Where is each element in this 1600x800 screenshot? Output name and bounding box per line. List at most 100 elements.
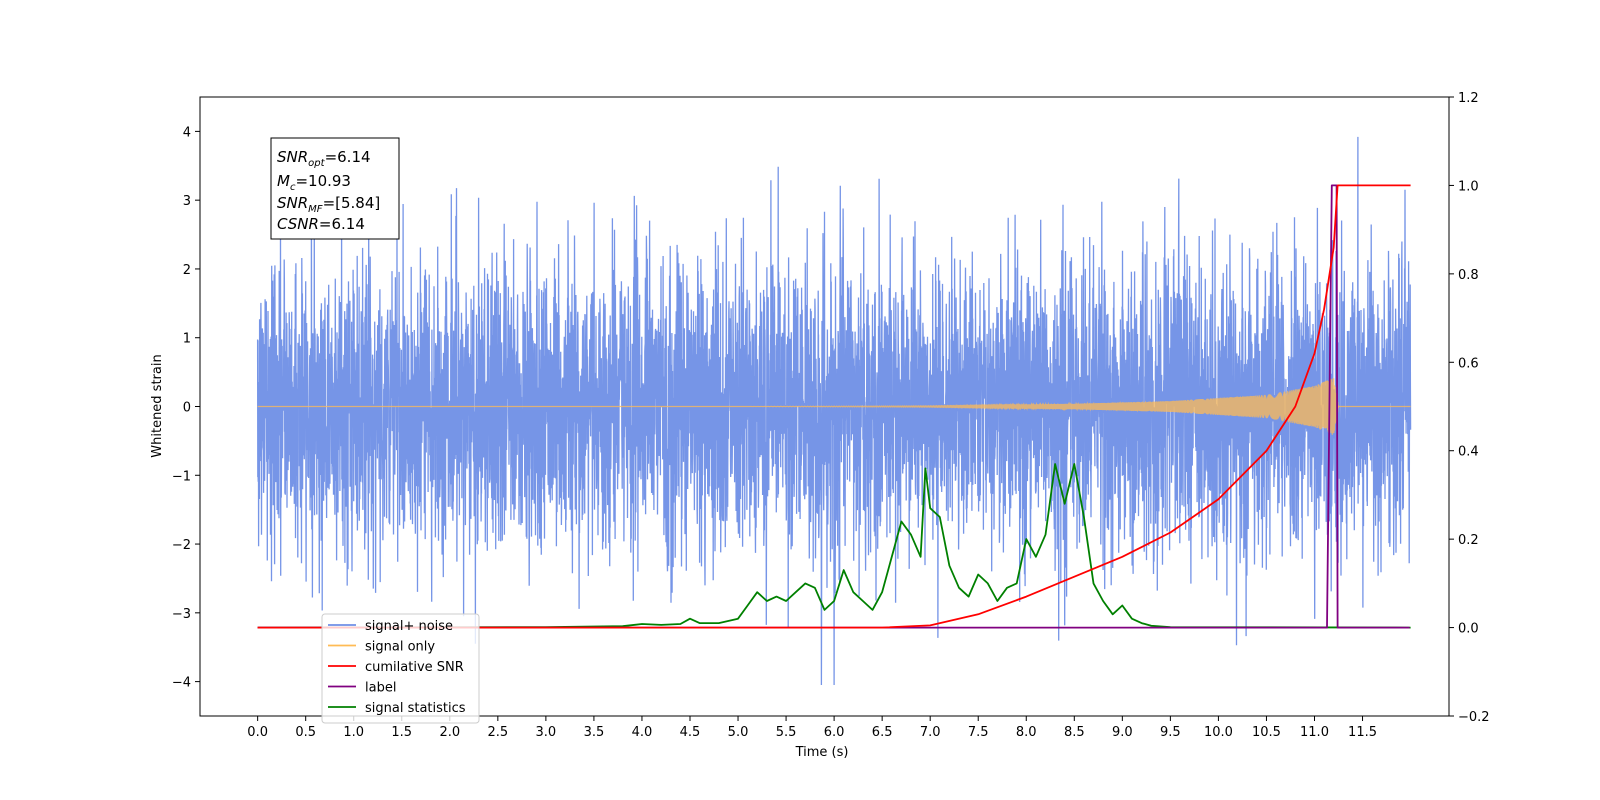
legend-item: signal statistics (328, 701, 466, 716)
x-tick-label: 2.5 (487, 725, 508, 740)
x-tick: 11.0 (1300, 716, 1329, 740)
legend-label: signal+ noise (365, 619, 453, 634)
series-layer (256, 136, 1412, 686)
annotation-box: SNRopt=6.14 Mc=10.93 SNRMF=[5.84] CSNR=6… (270, 137, 400, 240)
x-tick-label: 1.0 (343, 725, 364, 740)
y-tick-right-label: −0.2 (1458, 710, 1490, 725)
x-tick: 0.5 (295, 716, 316, 740)
legend-label: signal statistics (365, 701, 466, 716)
y-tick-right-label: 1.2 (1458, 91, 1479, 106)
x-tick-label: 10.0 (1204, 725, 1233, 740)
x-tick-label: 0.0 (247, 725, 268, 740)
x-tick-label: 4.0 (632, 725, 653, 740)
y-tick-left: 2 (183, 263, 200, 278)
y-tick-left-label: 2 (183, 263, 191, 278)
x-tick: 3.0 (536, 716, 557, 740)
x-tick: 7.0 (920, 716, 941, 740)
x-tick-label: 5.5 (776, 725, 797, 740)
y-tick-right: 0.0 (1449, 622, 1479, 637)
x-tick-label: 3.0 (536, 725, 557, 740)
legend-item: signal only (328, 640, 435, 655)
y-tick-right-label: 0.4 (1458, 445, 1479, 460)
annotation-line-csnr: CSNR=6.14 (277, 215, 365, 233)
x-tick: 5.5 (776, 716, 797, 740)
x-tick-label: 4.5 (680, 725, 701, 740)
legend-label: cumilative SNR (365, 660, 464, 675)
y-tick-left-label: 4 (183, 125, 191, 140)
x-ticks: 0.0 0.5 1.0 1.5 2.0 2.5 3.0 3.5 4.0 4.5 5.0 5.5 6.0 6… (247, 716, 1377, 740)
y-tick-left-label: −1 (172, 469, 191, 484)
x-tick-label: 9.0 (1112, 725, 1133, 740)
y-tick-right: −0.2 (1449, 710, 1490, 725)
x-tick: 8.0 (1016, 716, 1037, 740)
legend-frame (321, 613, 480, 724)
x-tick-label: 6.5 (872, 725, 893, 740)
y-tick-right: 0.2 (1449, 533, 1479, 548)
y-tick-left: 0 (183, 401, 200, 416)
y-tick-right: 1.2 (1449, 91, 1479, 106)
y-tick-right-label: 0.2 (1458, 533, 1479, 548)
y-tick-right: 0.6 (1449, 356, 1479, 371)
y-tick-left-label: 1 (183, 332, 191, 347)
x-tick: 11.5 (1348, 716, 1377, 740)
y-ticks-left: −4 −3 −2 −1 0 1 2 3 4 (172, 125, 200, 691)
x-tick-label: 11.0 (1300, 725, 1329, 740)
x-tick-label: 10.5 (1252, 725, 1281, 740)
x-tick-label: 11.5 (1348, 725, 1377, 740)
x-tick: 0.0 (247, 716, 268, 740)
x-tick: 9.0 (1112, 716, 1133, 740)
x-tick-label: 8.0 (1016, 725, 1037, 740)
y-tick-right: 0.4 (1449, 445, 1479, 460)
x-tick: 9.5 (1160, 716, 1181, 740)
x-tick-label: 5.0 (728, 725, 749, 740)
y-tick-right: 1.0 (1449, 179, 1479, 194)
x-tick: 7.5 (968, 716, 989, 740)
x-tick: 10.0 (1204, 716, 1233, 740)
x-tick: 2.5 (487, 716, 508, 740)
y-tick-left: 4 (183, 125, 200, 140)
x-tick-label: 1.5 (391, 725, 412, 740)
legend-item: signal+ noise (328, 619, 453, 634)
x-tick: 6.0 (824, 716, 845, 740)
x-tick-label: 7.0 (920, 725, 941, 740)
x-tick: 4.5 (680, 716, 701, 740)
y-tick-left-label: −3 (172, 607, 191, 622)
x-tick-label: 9.5 (1160, 725, 1181, 740)
x-tick: 4.0 (632, 716, 653, 740)
y-tick-left: 1 (183, 332, 200, 347)
annotation-line-snr-opt: SNRopt=6.14 (277, 148, 371, 169)
annotation-frame (270, 137, 400, 240)
y-ticks-right: −0.2 0.0 0.2 0.4 0.6 0.8 1.0 1.2 (1449, 91, 1490, 725)
x-tick: 5.0 (728, 716, 749, 740)
x-tick: 3.5 (584, 716, 605, 740)
x-tick-label: 2.0 (439, 725, 460, 740)
annotation-line-snr-mf: SNRMF=[5.84] (277, 194, 380, 215)
series-signal-statistics (257, 463, 1411, 629)
series-signal-noise (256, 136, 1412, 686)
x-tick: 10.5 (1252, 716, 1281, 740)
y-tick-left-label: −4 (172, 676, 191, 691)
x-tick: 6.5 (872, 716, 893, 740)
y-tick-left: −3 (172, 607, 200, 622)
y-tick-right-label: 0.6 (1458, 356, 1479, 371)
series-label (257, 184, 1410, 629)
x-tick-label: 0.5 (295, 725, 316, 740)
y-tick-left: −1 (172, 469, 200, 484)
legend-item: label (328, 681, 396, 696)
x-tick-label: 7.5 (968, 725, 989, 740)
x-axis-label: Time (s) (795, 745, 849, 760)
y-tick-left-label: 3 (183, 194, 191, 209)
legend-item: cumilative SNR (328, 660, 464, 675)
y-tick-right: 0.8 (1449, 268, 1479, 283)
y-tick-right-label: 1.0 (1458, 179, 1479, 194)
x-tick-label: 3.5 (584, 725, 605, 740)
x-tick-label: 6.0 (824, 725, 845, 740)
legend-label: label (365, 681, 396, 696)
legend: signal+ noise signal only cumilative SNR la… (321, 613, 480, 724)
y-tick-left: −4 (172, 676, 200, 691)
x-tick-label: 8.5 (1064, 725, 1085, 740)
y-tick-left-label: 0 (183, 401, 191, 416)
y-tick-left: 3 (183, 194, 200, 209)
series-signal-only (257, 378, 1411, 435)
